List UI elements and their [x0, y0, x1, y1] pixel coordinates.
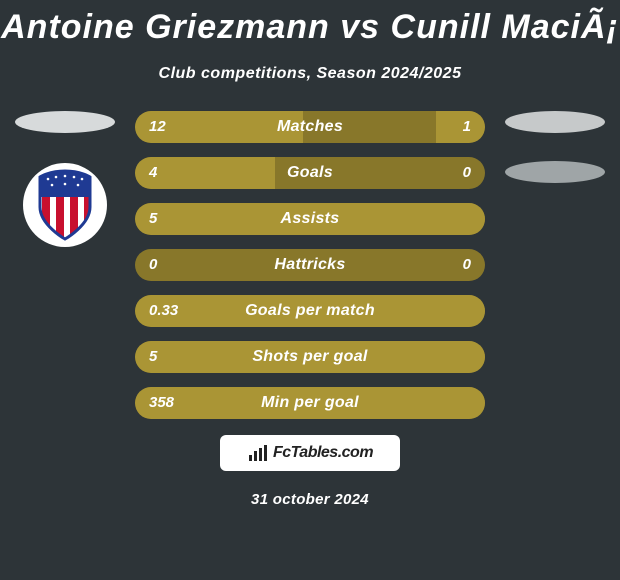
stat-right-value: 1 — [449, 111, 485, 143]
stat-label: Goals — [135, 157, 485, 189]
right-column — [500, 111, 610, 183]
branding-label: FcTables.com — [273, 444, 373, 462]
left-column — [10, 111, 120, 247]
stat-left-value: 12 — [135, 111, 180, 143]
stat-row: Shots per goal5 — [135, 341, 485, 373]
right-ellipse-2 — [505, 161, 605, 183]
stat-row: Min per goal358 — [135, 387, 485, 419]
stat-label: Matches — [135, 111, 485, 143]
stat-left-value: 358 — [135, 387, 188, 419]
atletico-logo-icon — [36, 169, 94, 241]
page-title: Antoine Griezmann vs Cunill MaciÃ¡ — [0, 0, 620, 47]
stat-label: Shots per goal — [135, 341, 485, 373]
comparison-content: Matches121Goals40Assists5Hattricks00Goal… — [0, 111, 620, 508]
stat-right-value: 0 — [449, 249, 485, 281]
stat-row: Goals per match0.33 — [135, 295, 485, 327]
right-ellipse-1 — [505, 111, 605, 133]
stat-label: Hattricks — [135, 249, 485, 281]
left-team-badge — [23, 163, 107, 247]
chart-icon — [247, 443, 269, 463]
stats-bars: Matches121Goals40Assists5Hattricks00Goal… — [135, 111, 485, 419]
stat-left-value: 5 — [135, 341, 171, 373]
left-ellipse-1 — [15, 111, 115, 133]
branding-box: FcTables.com — [220, 435, 400, 471]
stat-left-value: 4 — [135, 157, 171, 189]
stat-row: Matches12 1 — [135, 111, 485, 143]
stat-label: Assists — [135, 203, 485, 235]
stat-row: Assists5 — [135, 203, 485, 235]
date-label: 31 october 2024 — [0, 491, 620, 508]
stat-row: Goals4 0 — [135, 157, 485, 189]
stat-row: Hattricks0 0 — [135, 249, 485, 281]
page-subtitle: Club competitions, Season 2024/2025 — [0, 65, 620, 83]
stat-left-value: 0 — [135, 249, 171, 281]
stat-right-value: 0 — [449, 157, 485, 189]
stat-left-value: 5 — [135, 203, 171, 235]
stat-left-value: 0.33 — [135, 295, 192, 327]
